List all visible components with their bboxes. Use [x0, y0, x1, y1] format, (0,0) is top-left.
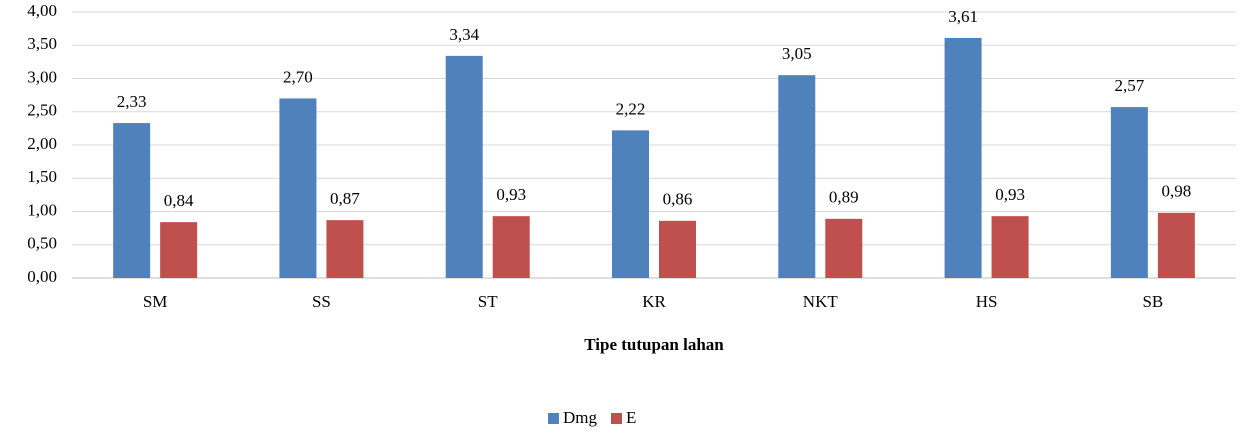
bar: [492, 216, 530, 278]
x-tick-label: ST: [478, 292, 498, 311]
y-tick-label: 0,00: [27, 267, 57, 286]
y-tick-label: 2,00: [27, 134, 57, 153]
x-tick-label: SS: [312, 292, 331, 311]
bar: [1110, 107, 1148, 278]
value-label: 2,70: [283, 67, 313, 86]
value-label: 2,33: [117, 92, 147, 111]
value-label: 0,98: [1161, 182, 1191, 201]
bar: [1157, 212, 1195, 278]
legend-label: E: [626, 408, 636, 427]
y-tick-label: 2,50: [27, 101, 57, 120]
bar: [944, 37, 982, 279]
x-tick-label: SB: [1142, 292, 1163, 311]
x-axis-label: Tipe tutupan lahan: [584, 335, 724, 354]
value-label: 0,84: [164, 191, 194, 210]
legend-label: Dmg: [563, 408, 598, 427]
bar: [160, 222, 198, 278]
x-tick-label: HS: [976, 292, 998, 311]
value-label: 0,89: [829, 188, 859, 207]
value-label: 2,22: [616, 99, 646, 118]
y-tick-label: 3,00: [27, 67, 57, 86]
bar: [113, 123, 151, 279]
bar: [659, 220, 696, 278]
bar: [279, 98, 317, 278]
value-label: 0,93: [496, 185, 526, 204]
bar: [612, 130, 649, 278]
bar: [991, 216, 1029, 278]
x-tick-label: KR: [642, 292, 666, 311]
x-tick-label: SM: [143, 292, 168, 311]
value-label: 2,57: [1114, 76, 1144, 95]
value-label: 3,05: [782, 44, 812, 63]
y-tick-label: 1,00: [27, 200, 57, 219]
value-label: 0,93: [995, 185, 1025, 204]
bar: [825, 218, 863, 278]
bar: [445, 55, 483, 278]
bar: [778, 75, 816, 278]
legend-swatch: [611, 413, 622, 424]
y-tick-label: 3,50: [27, 34, 57, 53]
value-label: 0,87: [330, 189, 360, 208]
bar: [326, 220, 364, 278]
y-tick-label: 1,50: [27, 167, 57, 186]
value-label: 0,86: [663, 190, 693, 209]
y-tick-label: 0,50: [27, 234, 57, 253]
x-tick-label: NKT: [803, 292, 839, 311]
legend-swatch: [548, 413, 559, 424]
y-tick-label: 4,00: [27, 1, 57, 20]
value-label: 3,34: [449, 25, 479, 44]
value-label: 3,61: [948, 7, 978, 26]
